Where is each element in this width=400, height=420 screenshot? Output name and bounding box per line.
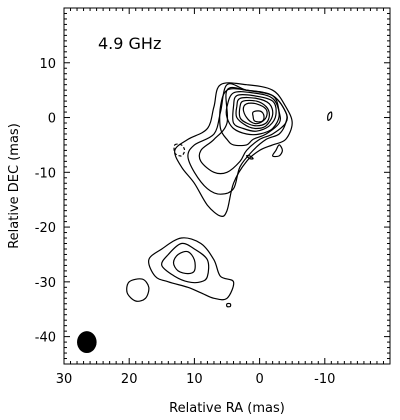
contour-line (148, 237, 235, 301)
contour-line (219, 88, 281, 147)
y-tick-label: -40 (35, 331, 56, 346)
contour-line (172, 250, 196, 275)
contour-line (198, 86, 288, 175)
contour-line (126, 278, 150, 302)
y-ticks: 10 0 -10 -20 -30 -40 (35, 7, 390, 365)
x-tick-label: 0 (255, 372, 263, 387)
contour-line (225, 91, 280, 136)
plot-frame (63, 7, 391, 365)
contour-line (238, 99, 271, 127)
beam-layer (77, 331, 97, 354)
contour-layer (126, 82, 333, 308)
frequency-annotation: 4.9 GHz (98, 34, 161, 53)
contour-line (251, 110, 265, 123)
contour-line (271, 144, 284, 158)
y-tick-label: -30 (35, 276, 56, 291)
beam-ellipse (77, 331, 97, 354)
x-tick-label: 30 (56, 372, 73, 387)
contour-line (245, 154, 254, 160)
y-tick-label: -20 (35, 221, 56, 236)
contour-line (161, 242, 210, 284)
contour-line (174, 82, 293, 217)
x-axis-label: Relative RA (mas) (169, 401, 285, 416)
x-tick-label: 10 (186, 372, 203, 387)
x-tick-label: -10 (314, 372, 335, 387)
x-ticks: 30 20 10 0 -10 (56, 8, 391, 387)
contour-line (235, 96, 274, 130)
y-tick-label: 10 (39, 57, 56, 72)
contour-line (226, 302, 232, 308)
y-tick-label: -10 (35, 166, 56, 181)
x-tick-label: 20 (121, 372, 138, 387)
contour-line (232, 93, 277, 132)
y-tick-label: 0 (48, 112, 56, 127)
contour-line (173, 143, 186, 157)
contour-line (327, 111, 333, 121)
y-axis-label: Relative DEC (mas) (7, 123, 22, 249)
contour-line (242, 102, 268, 125)
